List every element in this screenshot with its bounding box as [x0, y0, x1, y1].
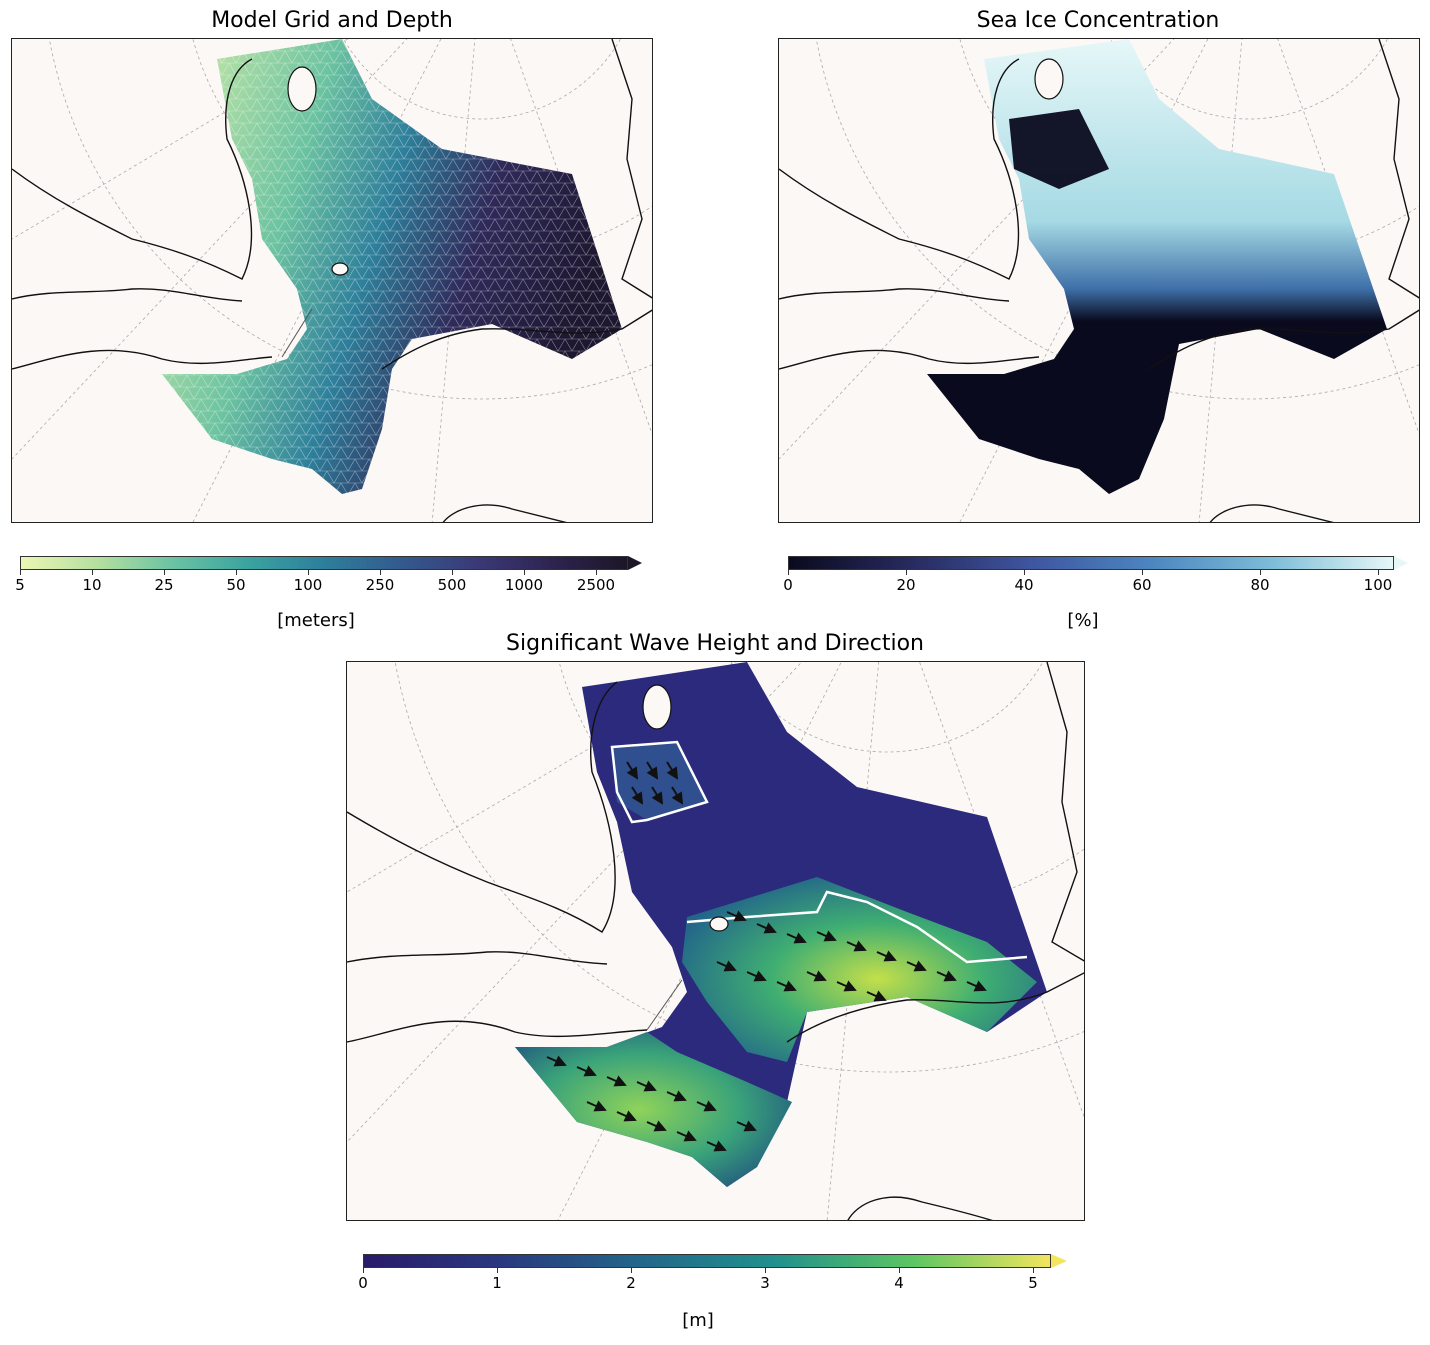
coastline	[12, 39, 652, 522]
depth-colorbar-tick-label: 5	[15, 576, 25, 594]
wave-direction-arrows	[546, 761, 987, 1152]
ice-colorbar-tick-label: 80	[1250, 576, 1270, 594]
wave-map	[346, 661, 1085, 1221]
ice-colorbar: 0 20 40 60 80 100 [%]	[783, 556, 1413, 631]
ice-colorbar-tick	[1260, 570, 1261, 575]
wave-colorbar-tick-label: 0	[358, 1274, 368, 1292]
depth-colorbar-tick	[596, 570, 597, 575]
depth-colorbar-label: [meters]	[277, 610, 355, 631]
wave-colorbar: 0 1 2 3 4 5 [m]	[358, 1254, 1073, 1334]
ice-colorbar-tick-label: 60	[1132, 576, 1152, 594]
depth-map	[11, 38, 653, 523]
depth-colorbar-tick	[164, 570, 165, 575]
depth-colorbar-tick-label: 500	[437, 576, 467, 594]
depth-panel-title: Model Grid and Depth	[211, 8, 453, 33]
wave-colorbar-tick-label: 5	[1028, 1274, 1038, 1292]
ice-panel-title: Sea Ice Concentration	[976, 8, 1220, 33]
wave-panel-title: Significant Wave Height and Direction	[506, 631, 924, 656]
wave-colorbar-tick-label: 3	[760, 1274, 770, 1292]
ice-colorbar-tick	[1142, 570, 1143, 575]
ice-map	[778, 38, 1420, 523]
ice-colorbar-extend	[1394, 556, 1408, 570]
wave-colorbar-tick-label: 1	[492, 1274, 502, 1292]
ice-colorbar-body	[788, 556, 1394, 570]
ice-domain	[927, 39, 1387, 494]
wave-colorbar-label: [m]	[682, 1310, 714, 1331]
wave-colorbar-tick	[1033, 1268, 1034, 1273]
depth-colorbar-tick-label: 1000	[504, 576, 544, 594]
ice-colorbar-tick-label: 40	[1014, 576, 1034, 594]
ice-edge-contour	[610, 740, 709, 824]
depth-colorbar-tick-label: 2500	[576, 576, 616, 594]
depth-colorbar-tick	[236, 570, 237, 575]
depth-colorbar-tick-label: 25	[154, 576, 174, 594]
wave-colorbar-tick-label: 4	[894, 1274, 904, 1292]
wave-colorbar-tick	[899, 1268, 900, 1273]
ice-colorbar-tick-label: 20	[896, 576, 916, 594]
depth-colorbar-body	[20, 556, 628, 570]
ice-colorbar-tick	[1024, 570, 1025, 575]
ice-map-svg	[779, 39, 1419, 522]
open-water-patch	[1009, 109, 1109, 189]
ice-colorbar-label: [%]	[1067, 610, 1099, 631]
ice-colorbar-tick-label: 0	[783, 576, 793, 594]
wave-colorbar-extend	[1051, 1254, 1067, 1268]
depth-colorbar: 5 10 25 50 100 250 500 1000 2500 [meters]	[15, 556, 645, 631]
depth-colorbar-tick-label: 10	[82, 576, 102, 594]
ice-colorbar-tick-label: 100	[1363, 576, 1393, 594]
wave-colorbar-tick	[363, 1268, 364, 1273]
depth-colorbar-tick	[380, 570, 381, 575]
depth-colorbar-tick-label: 50	[226, 576, 246, 594]
wave-colorbar-tick	[765, 1268, 766, 1273]
depth-map-svg	[12, 39, 652, 522]
depth-colorbar-tick	[452, 570, 453, 575]
wave-colorbar-tick	[497, 1268, 498, 1273]
depth-colorbar-tick	[308, 570, 309, 575]
ice-colorbar-tick	[1378, 570, 1379, 575]
depth-colorbar-tick-label: 250	[365, 576, 395, 594]
depth-colorbar-tick	[20, 570, 21, 575]
wave-colorbar-tick	[631, 1268, 632, 1273]
ice-colorbar-tick	[788, 570, 789, 575]
depth-colorbar-tick-label: 100	[293, 576, 323, 594]
depth-colorbar-extend	[628, 556, 642, 570]
depth-colorbar-tick	[524, 570, 525, 575]
ice-colorbar-tick	[906, 570, 907, 575]
depth-colorbar-tick	[92, 570, 93, 575]
ice-edge-contour-south	[686, 890, 1028, 964]
wave-colorbar-tick-label: 2	[626, 1274, 636, 1292]
wave-map-svg	[347, 662, 1084, 1220]
wave-colorbar-body	[363, 1254, 1051, 1268]
